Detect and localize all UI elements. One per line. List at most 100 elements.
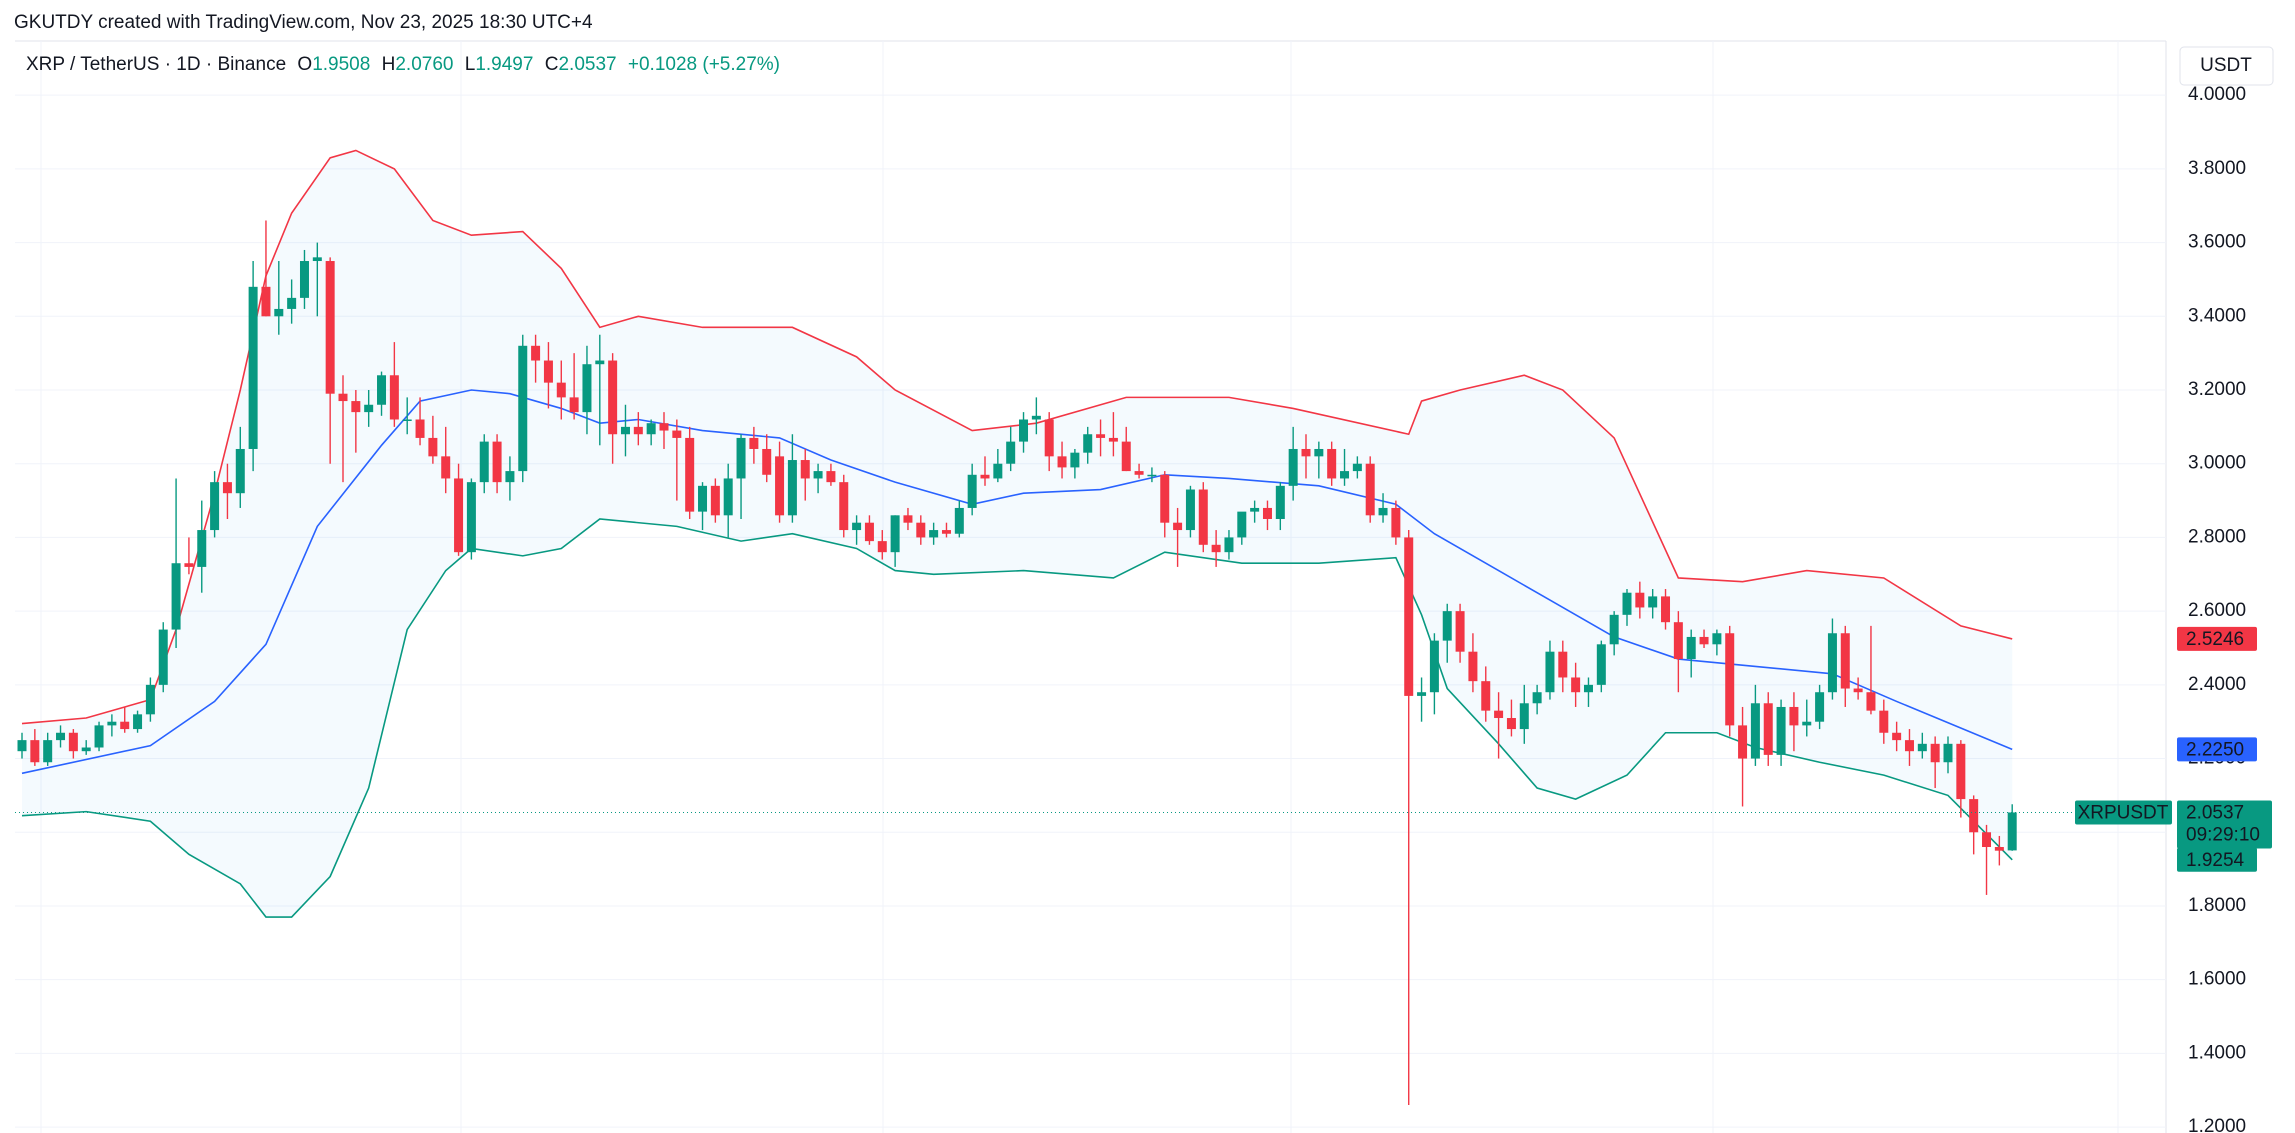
candle-body [967,474,977,508]
last-price-box [2177,800,2272,849]
candle-body [1121,441,1131,472]
candle-body [107,721,117,726]
candle-body [81,747,91,752]
candle-body [1096,434,1106,438]
candle-body [505,471,515,483]
band-price-box [2177,847,2257,872]
candle-body [287,297,297,309]
candle-body [17,740,27,752]
candle-body [710,485,720,516]
candle-body [1545,651,1555,693]
candle-body [415,419,425,438]
candle-body [30,740,40,763]
candle-body [659,423,669,431]
candle-body [68,732,78,752]
candle-body [94,725,104,748]
candle-body [1789,706,1799,726]
candle-body [633,426,643,435]
candle-body [1776,706,1786,755]
candle-body [813,471,823,479]
candle-body [1224,537,1234,553]
candle-body [1391,507,1401,538]
candle-body [916,522,926,538]
candle-body [1532,692,1542,704]
candle-body [620,426,630,435]
candle-body [1558,651,1568,678]
y-tick-label: 3.8000 [2188,158,2246,179]
candles [17,220,2017,1105]
candle-body [2007,812,2017,851]
high-label: H [382,54,396,75]
candle-body [864,522,874,542]
candle-body [1622,592,1632,615]
candle-body [1185,489,1195,531]
band-price-label: 2.5246 [2186,629,2244,650]
candle-body [120,721,130,730]
candle-body [338,393,348,402]
candle-body [1892,732,1902,741]
currency-box[interactable] [2179,46,2274,86]
candle-body [1070,452,1080,468]
candle-body [595,360,605,365]
candle-body [1943,743,1953,763]
candle-body [608,360,618,435]
candle-body [1044,419,1054,457]
candle-body [582,364,592,413]
candle-body [1673,622,1683,660]
low-label: L [465,54,476,75]
change: +0.1028 (+5.27%) [628,54,780,75]
candle-body [1661,596,1671,623]
symbol: XRP / TetherUS · 1D · Binance [26,54,286,75]
candle-body [1365,463,1375,516]
candle-body [210,482,220,531]
candle-body [1904,740,1914,752]
candle-body [1635,592,1645,608]
band-line [21,389,2013,775]
open-value: 1.9508 [312,54,370,75]
candle-body [1147,474,1157,477]
candle-body [685,437,695,512]
candle-body [1802,721,1812,726]
candle-body [1173,522,1183,531]
candle-body [1583,684,1593,693]
candle-body [145,684,155,715]
candle-body [1250,507,1260,512]
candle-body [377,375,387,405]
candle-body [1956,743,1966,800]
candle-body [428,437,438,457]
candle-body [736,437,746,479]
candle-body [1519,703,1529,730]
candle-body [1237,511,1247,538]
candle-body [1827,633,1837,693]
candle-body [235,448,245,494]
last-price-value: 2.0537 [2186,802,2244,823]
band-price-label: 2.2250 [2186,739,2244,760]
last-price-name-box [2075,800,2172,825]
candle-body [1982,832,1992,848]
candle-body [222,482,232,494]
candle-body [646,423,656,435]
candle-body [1314,448,1324,457]
band-line [21,518,2013,918]
candle-body [1455,611,1465,652]
candle-body [800,460,810,479]
open-label: O [297,54,312,75]
candle-body [1442,611,1452,641]
band-price-box [2177,737,2257,762]
y-tick-label: 3.2000 [2188,379,2246,400]
candle-body [274,308,284,317]
candle-body [980,474,990,479]
candle-body [1609,614,1619,645]
candle-body [184,563,194,567]
y-tick-label: 3.6000 [2188,232,2246,253]
candle-body [723,478,733,516]
candle-body [1417,692,1427,696]
candle-body [543,360,553,383]
y-tick-label: 3.4000 [2188,305,2246,326]
currency[interactable]: USDT [2200,55,2252,76]
candle-body [672,430,682,438]
candle-body [454,478,464,553]
candle-body [1917,743,1927,752]
